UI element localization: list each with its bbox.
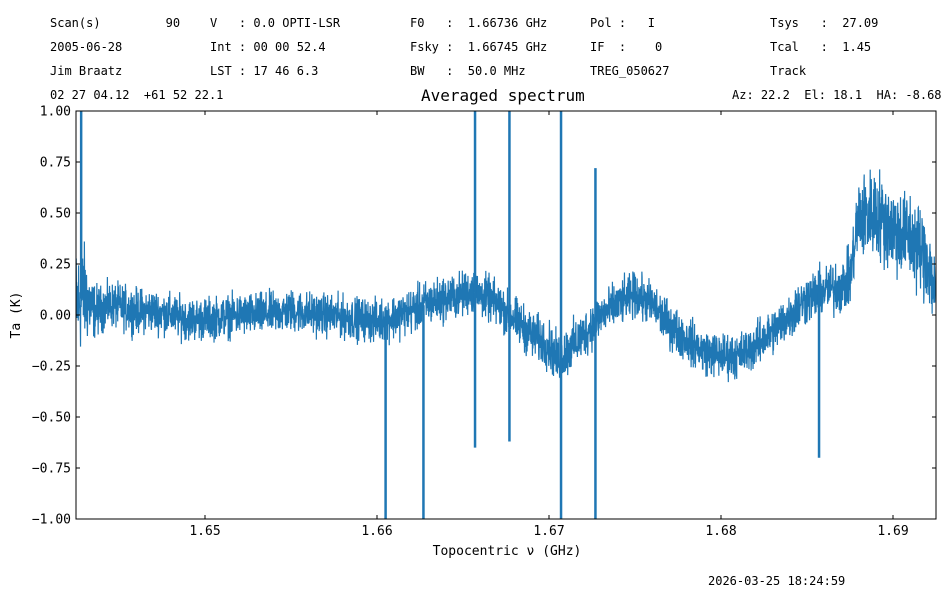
header-fsky: Fsky : 1.66745 GHz	[410, 40, 548, 54]
header-if: IF : 0	[590, 40, 663, 54]
x-tick-label: 1.67	[533, 524, 564, 539]
y-tick-label: 0.75	[40, 156, 71, 171]
x-tick-label: 1.69	[877, 524, 908, 539]
header-lst: LST : 17 46 6.3	[210, 64, 319, 78]
header-tcal: Tcal : 1.45	[770, 40, 872, 54]
y-tick-label: −0.50	[32, 411, 71, 426]
y-tick-label: −1.00	[32, 513, 71, 528]
header-velocity: V : 0.0 OPTI-LSR	[210, 16, 341, 30]
header-pol: Pol : I	[590, 16, 656, 30]
header-source: TREG_050627	[590, 64, 670, 78]
y-tick-label: −0.75	[32, 462, 71, 477]
header-mode: Track	[770, 64, 807, 78]
x-axis-label: Topocentric ν (GHz)	[433, 544, 582, 559]
y-axis-label: Ta (K)	[9, 292, 24, 339]
header-azel: Az: 22.2 El: 18.1 HA: -8.68	[732, 88, 942, 102]
header-int: Int : 00 00 52.4	[210, 40, 326, 54]
y-tick-label: −0.25	[32, 360, 71, 375]
header-scan: Scan(s) 90	[50, 16, 181, 30]
timestamp: 2026-03-25 18:24:59	[708, 574, 846, 588]
y-tick-label: 0.25	[40, 258, 71, 273]
y-tick-label: 1.00	[40, 105, 71, 120]
y-tick-label: 0.00	[40, 309, 71, 324]
header-coords: 02 27 04.12 +61 52 22.1	[50, 88, 224, 102]
header-date: 2005-06-28	[50, 40, 123, 54]
header-f0: F0 : 1.66736 GHz	[410, 16, 548, 30]
x-tick-label: 1.66	[361, 524, 392, 539]
header-bw: BW : 50.0 MHz	[410, 64, 526, 78]
header-tsys: Tsys : 27.09	[770, 16, 879, 30]
x-tick-label: 1.65	[189, 524, 220, 539]
header-observer: Jim Braatz	[50, 64, 123, 78]
y-tick-label: 0.50	[40, 207, 71, 222]
spectrum-trace	[76, 169, 936, 383]
x-tick-label: 1.68	[705, 524, 736, 539]
chart-title: Averaged spectrum	[421, 86, 585, 105]
